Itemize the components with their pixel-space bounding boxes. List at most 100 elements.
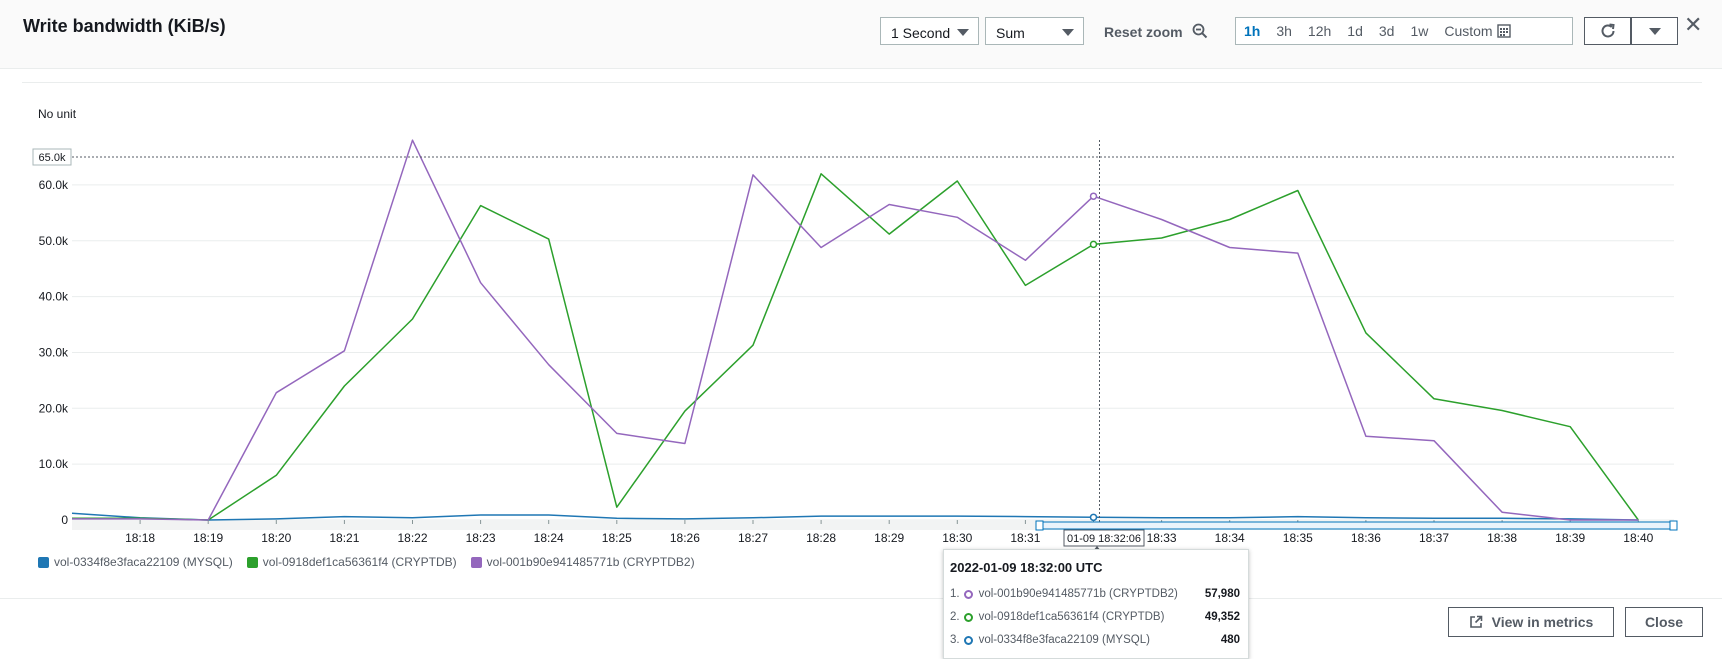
statistic-dropdown[interactable]: Sum <box>985 17 1084 45</box>
x-tick-label: 18:39 <box>1555 531 1585 545</box>
y-tick-label: 60.0k <box>39 178 69 192</box>
range-1h[interactable]: 1h <box>1244 23 1261 39</box>
tooltip-row-index: 3. <box>950 634 960 646</box>
tooltip-row: 2. vol-0918def1ca56361f4 (CRYPTDB) 49,35… <box>950 611 1240 623</box>
y-tick-label: 30.0k <box>39 345 69 359</box>
tooltip-row-value: 480 <box>1220 634 1240 646</box>
range-12h[interactable]: 12h <box>1307 23 1332 39</box>
series-line-2 <box>72 173 1639 521</box>
zoom-out-icon[interactable] <box>1192 23 1208 39</box>
legend-label: vol-0918def1ca56361f4 (CRYPTDB) <box>262 555 457 569</box>
tooltip-title: 2022-01-09 18:32:00 UTC <box>950 560 1103 575</box>
circle-marker-icon <box>963 589 973 599</box>
tooltip-row: 1. vol-001b90e941485771b (CRYPTDB2) 57,9… <box>950 588 1240 600</box>
tooltip-row-index: 2. <box>950 611 960 623</box>
legend-label: vol-001b90e941485771b (CRYPTDB2) <box>486 555 695 569</box>
view-in-metrics-button[interactable]: View in metrics <box>1448 607 1614 637</box>
x-tick-label: 18:23 <box>466 531 496 545</box>
x-tick-label: 18:35 <box>1283 531 1313 545</box>
hover-point <box>1089 192 1098 200</box>
legend-item-cryptdb[interactable]: vol-0918def1ca56361f4 (CRYPTDB) <box>246 555 457 569</box>
hover-point <box>1089 513 1098 522</box>
y-axis-unit-label: No unit <box>38 107 77 121</box>
crosshair-x-label: 01-09 18:32:06 <box>1067 533 1141 545</box>
calendar-icon[interactable] <box>1496 24 1511 38</box>
period-value: 1 Second <box>891 25 951 41</box>
x-tick-label: 18:29 <box>874 531 904 545</box>
x-tick-label: 18:22 <box>397 531 427 545</box>
y-tick-label: 10.0k <box>39 457 69 471</box>
zoom-selection <box>1039 521 1675 530</box>
hover-point <box>1089 240 1098 249</box>
x-axis-band <box>72 520 1674 530</box>
caret-down-icon <box>1648 27 1661 35</box>
tooltip-row-name: vol-0918def1ca56361f4 (CRYPTDB) <box>978 611 1165 623</box>
range-3h[interactable]: 3h <box>1276 23 1292 39</box>
external-link-icon <box>1469 615 1482 628</box>
tooltip-row-index: 1. <box>950 588 960 600</box>
zoom-handle <box>1669 520 1678 531</box>
x-tick-label: 18:27 <box>738 531 768 545</box>
x-tick-label: 18:28 <box>806 531 836 545</box>
caret-down-icon <box>1062 29 1074 36</box>
divider <box>0 598 1722 599</box>
range-1w[interactable]: 1w <box>1410 23 1429 39</box>
data-tooltip: 2022-01-09 18:32:00 UTC 1. vol-001b90e94… <box>943 549 1249 659</box>
y-tick-label: 50.0k <box>39 234 69 248</box>
refresh-icon <box>1601 23 1615 38</box>
x-tick-label: 18:26 <box>670 531 700 545</box>
circle-marker-icon <box>963 612 973 622</box>
range-custom[interactable]: Custom <box>1444 23 1493 39</box>
widget-title: Write bandwidth (KiB/s) <box>23 16 226 36</box>
refresh-options-button[interactable] <box>1631 17 1678 45</box>
range-1d[interactable]: 1d <box>1347 23 1363 39</box>
y-tick-label: 20.0k <box>39 401 69 415</box>
time-range-selector: 1h 3h 12h 1d 3d 1w Custom <box>1235 17 1573 45</box>
legend-item-cryptdb2[interactable]: vol-001b90e941485771b (CRYPTDB2) <box>470 555 695 569</box>
x-tick-label: 18:18 <box>125 531 155 545</box>
x-tick-label: 18:20 <box>261 531 291 545</box>
x-tick-label: 18:31 <box>1010 531 1040 545</box>
caret-down-icon <box>957 29 969 36</box>
legend-swatch <box>38 556 49 568</box>
x-tick-label: 18:30 <box>942 531 972 545</box>
tooltip-row-name: vol-0334f8e3faca22109 (MYSQL) <box>978 634 1150 646</box>
x-tick-label: 18:25 <box>602 531 632 545</box>
divider <box>22 82 1702 83</box>
tooltip-row-value: 57,980 <box>1204 588 1240 600</box>
x-tick-label: 18:19 <box>193 531 223 545</box>
y-tick-label: 0 <box>61 513 68 527</box>
threshold-label: 65.0k <box>39 152 66 164</box>
threshold-label-box <box>32 148 72 166</box>
x-tick-label: 18:33 <box>1147 531 1177 545</box>
statistic-value: Sum <box>996 25 1025 41</box>
legend-swatch <box>470 556 482 568</box>
close-icon[interactable]: ✕ <box>1684 12 1703 37</box>
period-dropdown[interactable]: 1 Second <box>880 17 979 45</box>
close-button[interactable]: Close <box>1625 607 1703 637</box>
zoom-handle <box>1035 520 1044 531</box>
tooltip-row-value: 49,352 <box>1204 611 1240 623</box>
x-tick-label: 18:40 <box>1623 531 1653 545</box>
x-tick-label: 18:24 <box>534 531 564 545</box>
widget-header: Write bandwidth (KiB/s) 1 Second Sum Res… <box>0 0 1722 69</box>
legend-item-mysql[interactable]: vol-0334f8e3faca22109 (MYSQL) <box>38 555 233 569</box>
series-line-1 <box>71 512 1639 521</box>
range-3d[interactable]: 3d <box>1378 23 1395 39</box>
tooltip-row-name: vol-001b90e941485771b (CRYPTDB2) <box>978 588 1178 600</box>
legend-label: vol-0334f8e3faca22109 (MYSQL) <box>54 555 233 569</box>
view-in-metrics-label: View in metrics <box>1491 614 1594 630</box>
chart-legend: vol-0334f8e3faca22109 (MYSQL) vol-0918de… <box>38 555 709 569</box>
y-tick-label: 40.0k <box>39 290 69 304</box>
circle-marker-icon <box>963 635 973 645</box>
line-chart[interactable]: 0 10.0k 20.0k 30.0k 40.0k 50.0k 60.0k 18:18 18:… <box>0 0 1722 560</box>
x-tick-label: 18:37 <box>1419 531 1449 545</box>
legend-swatch <box>246 556 258 568</box>
crosshair-label-box <box>1063 529 1145 547</box>
reset-zoom-button[interactable]: Reset zoom <box>1104 24 1183 40</box>
x-tick-label: 18:38 <box>1487 531 1517 545</box>
x-tick-label: 18:21 <box>329 531 359 545</box>
x-tick-label: 18:36 <box>1351 531 1381 545</box>
refresh-button[interactable] <box>1584 17 1631 45</box>
series-line-3 <box>72 139 1639 521</box>
